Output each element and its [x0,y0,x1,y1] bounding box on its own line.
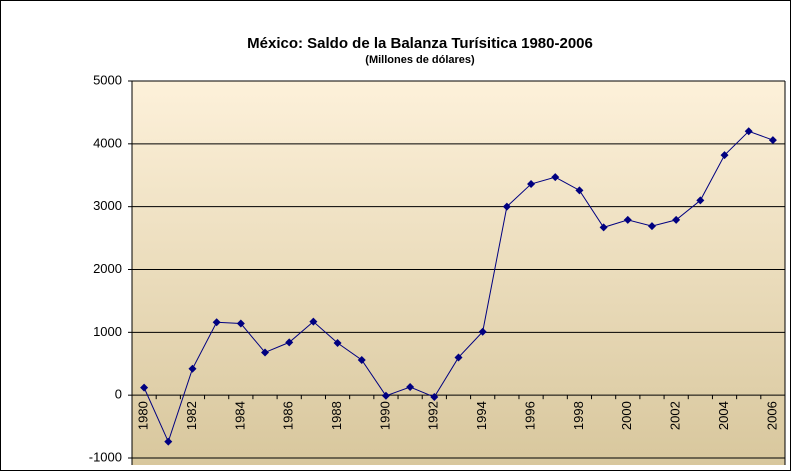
data-point [357,355,366,364]
data-point [696,196,705,205]
chart-subtitle: (Millones de dólares) [365,54,475,66]
x-tick-label: 1986 [281,401,296,430]
data-point [164,437,173,446]
y-tick-label: 1000 [93,324,122,339]
x-tick-label: 1998 [571,401,586,430]
data-point [285,338,294,347]
data-point [454,353,463,362]
x-tick-label: 1980 [136,401,151,430]
data-point [647,222,656,231]
data-point [212,318,221,327]
x-tick-label: 1992 [426,401,441,430]
data-point [575,186,584,195]
x-tick-label: 1984 [232,401,247,430]
x-tick-label: 1988 [329,401,344,430]
data-point [720,151,729,160]
data-point [768,136,777,145]
data-point [381,391,390,400]
data-point [599,223,608,232]
data-point [188,364,197,373]
chart-title: México: Saldo de la Balanza Turísitica 1… [247,35,593,52]
data-point [502,202,511,211]
data-point [430,393,439,402]
x-tick-label: 2004 [716,401,731,430]
data-point [527,180,536,189]
data-point [309,317,318,326]
y-tick-label: 3000 [93,198,122,213]
y-tick-label: 5000 [93,72,122,87]
data-point [236,319,245,328]
x-tick-label: 2002 [668,401,683,430]
data-point [478,327,487,336]
plot-area [132,81,785,465]
data-point [333,339,342,348]
data-point [406,382,415,391]
y-tick-label: 2000 [93,261,122,276]
data-point [672,215,681,224]
x-tick-label: 1996 [522,401,537,430]
y-tick-label: -1000 [89,449,122,464]
data-point [744,127,753,136]
data-point [623,215,632,224]
y-tick-label: 4000 [93,135,122,150]
y-tick-label: 0 [115,387,122,402]
data-point [551,173,560,182]
x-tick-label: 1990 [377,401,392,430]
x-tick-label: 2000 [619,401,634,430]
x-tick-label: 1994 [474,401,489,430]
x-tick-label: 1982 [184,401,199,430]
x-tick-label: 2006 [764,401,779,430]
data-point [261,348,270,357]
data-point [140,383,149,392]
